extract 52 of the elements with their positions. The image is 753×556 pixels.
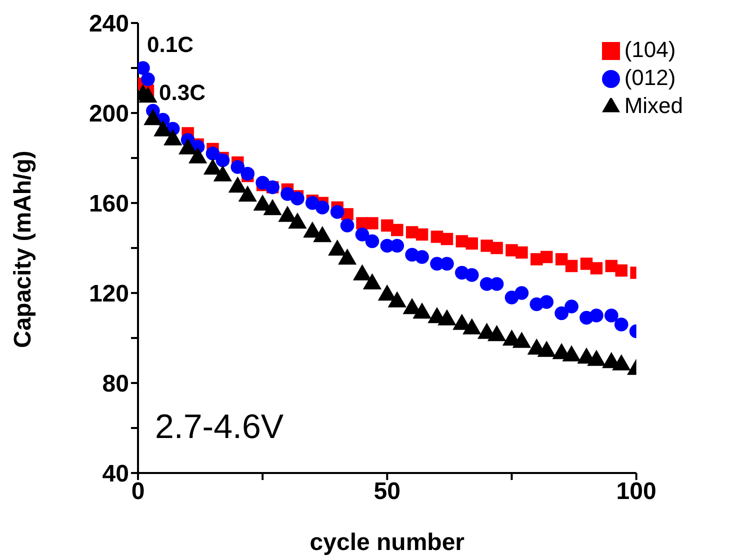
y-tick-label: 240 bbox=[88, 10, 129, 38]
point bbox=[366, 217, 378, 230]
point bbox=[540, 250, 553, 264]
point bbox=[514, 286, 529, 300]
point bbox=[540, 295, 554, 309]
point bbox=[315, 200, 330, 214]
point bbox=[464, 268, 479, 282]
point bbox=[555, 253, 568, 266]
y-axis-title: Capacity (mAh/g) bbox=[10, 150, 37, 348]
point bbox=[440, 256, 454, 271]
y-tick-label: 120 bbox=[88, 280, 129, 308]
annotation: 0.1C bbox=[147, 32, 194, 57]
point bbox=[330, 205, 344, 219]
point bbox=[614, 318, 628, 332]
y-tick-label: 80 bbox=[102, 370, 129, 398]
point bbox=[355, 228, 370, 242]
point bbox=[604, 308, 618, 322]
point bbox=[440, 232, 454, 246]
point bbox=[564, 300, 578, 314]
point bbox=[365, 234, 380, 248]
point bbox=[216, 153, 230, 168]
y-tick-label: 160 bbox=[88, 190, 129, 218]
legend-label: (012) bbox=[624, 65, 676, 90]
point bbox=[391, 224, 404, 236]
point bbox=[415, 250, 429, 264]
point bbox=[230, 160, 245, 174]
point bbox=[490, 277, 504, 291]
point bbox=[290, 192, 304, 206]
annotation: 2.7-4.6V bbox=[155, 408, 284, 446]
point bbox=[240, 166, 255, 181]
point bbox=[390, 238, 404, 253]
y-tick-label: 200 bbox=[88, 100, 129, 128]
legend-label: (104) bbox=[624, 37, 676, 62]
legend-label: Mixed bbox=[624, 93, 683, 118]
point bbox=[615, 264, 628, 277]
point bbox=[340, 218, 354, 232]
point bbox=[206, 146, 220, 160]
point bbox=[516, 246, 528, 259]
point bbox=[590, 308, 604, 322]
annotation: 0.3C bbox=[159, 80, 206, 105]
point bbox=[490, 242, 503, 254]
point bbox=[466, 237, 478, 250]
x-axis-title: cycle number bbox=[310, 529, 465, 556]
y-tick-label: 40 bbox=[102, 460, 129, 488]
point bbox=[565, 260, 578, 272]
point bbox=[141, 72, 155, 86]
point bbox=[554, 306, 568, 320]
point bbox=[590, 262, 603, 274]
x-tick-label: 0 bbox=[131, 478, 145, 506]
x-tick-label: 100 bbox=[616, 478, 656, 506]
point bbox=[416, 228, 428, 241]
x-tick-label: 50 bbox=[374, 478, 401, 506]
